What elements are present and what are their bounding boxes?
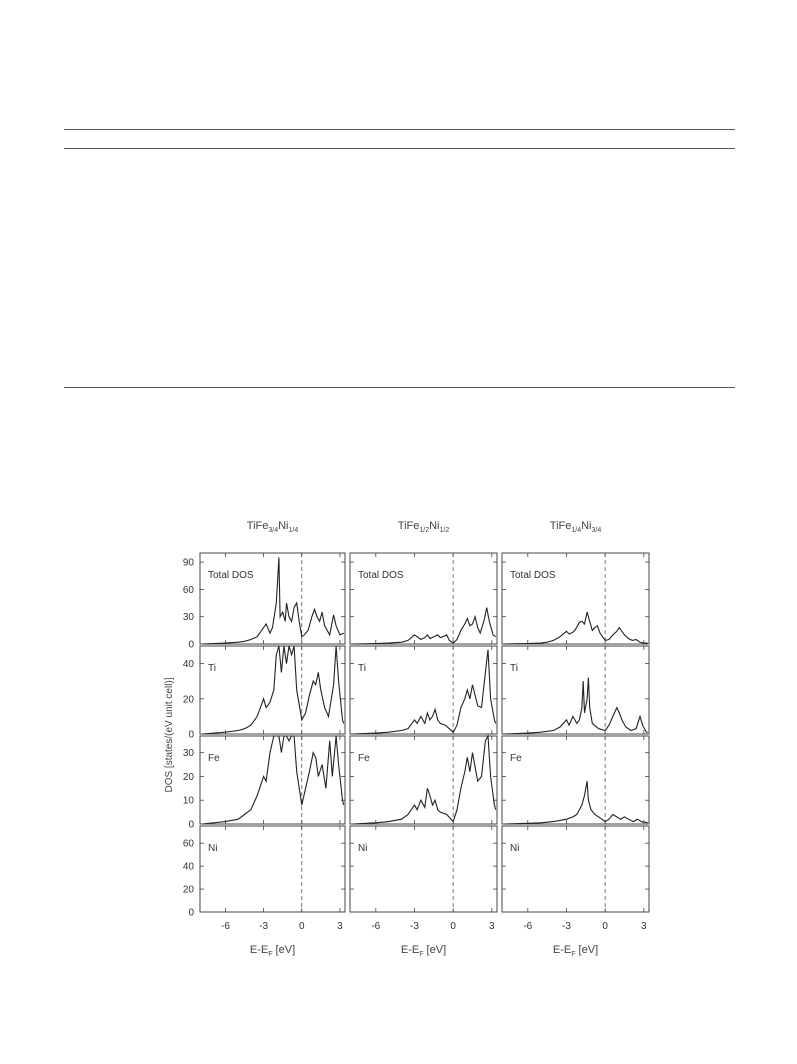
panel-label-r1-c2: Total DOS — [358, 570, 404, 581]
x-axis-label-2: E-EF [eV] — [401, 944, 446, 958]
y-tick-label: 30 — [183, 748, 195, 759]
panel-label-r4-c3: Ni — [510, 843, 519, 854]
panel-frame-r3-c3 — [501, 735, 650, 825]
dos-curve-r2-c1 — [202, 645, 345, 735]
y-tick-label: 40 — [183, 659, 195, 670]
panel-label-r4-c1: Ni — [208, 843, 217, 854]
dos-curve-r3-c3 — [504, 781, 648, 825]
y-tick-label: 0 — [188, 640, 194, 651]
x-tick-label: 0 — [299, 921, 305, 932]
panel-frame-r3-c1 — [199, 735, 346, 825]
dos-curve-r1-c3 — [504, 611, 648, 645]
panel-label-r2-c2: Ti — [358, 663, 366, 674]
x-tick-label: -3 — [410, 921, 419, 932]
x-tick-label: -3 — [562, 921, 571, 932]
panel-label-r2-c3: Ti — [510, 663, 518, 674]
top-rule-1 — [64, 129, 735, 130]
y-tick-label: 40 — [183, 862, 195, 873]
y-tick-label: 20 — [183, 885, 195, 896]
y-tick-label: 90 — [183, 558, 195, 569]
y-tick-label: 60 — [183, 839, 195, 850]
x-tick-label: -3 — [259, 921, 268, 932]
dos-curve-r1-c1 — [202, 557, 344, 645]
bottom-rule — [64, 387, 735, 388]
column-title-1: TiFe3/4Ni1/4 — [247, 520, 299, 534]
panel-label-r4-c2: Ni — [358, 843, 367, 854]
panel-label-r1-c1: Total DOS — [208, 570, 254, 581]
dos-curve-r2-c3 — [504, 677, 648, 735]
column-title-3: TiFe1/4Ni3/4 — [550, 520, 602, 534]
y-tick-label: 30 — [183, 612, 195, 623]
x-tick-label: 3 — [337, 921, 343, 932]
y-axis-label: DOS [states/(eV unit cell)] — [164, 677, 175, 792]
panel-frame-r4-c1 — [199, 825, 346, 913]
dos-curve-r1-c2 — [352, 607, 497, 645]
panel-frame-r1-c3 — [501, 552, 650, 645]
x-tick-label: 3 — [489, 921, 495, 932]
panel-frame-r4-c3 — [501, 825, 650, 913]
panel-frame-r2-c1 — [199, 645, 346, 735]
y-tick-label: 20 — [183, 694, 195, 705]
panel-frame-r4-c2 — [349, 825, 498, 913]
y-tick-label: 60 — [183, 585, 195, 596]
y-tick-label: 10 — [183, 796, 195, 807]
x-tick-label: -6 — [221, 921, 230, 932]
x-tick-label: -6 — [523, 921, 532, 932]
x-tick-label: 3 — [641, 921, 647, 932]
y-tick-label: 0 — [188, 730, 194, 741]
column-title-2: TiFe1/2Ni1/2 — [398, 520, 450, 534]
panel-label-r3-c1: Fe — [208, 753, 220, 764]
x-tick-label: 0 — [450, 921, 456, 932]
panel-label-r3-c2: Fe — [358, 753, 370, 764]
panel-label-r1-c3: Total DOS — [510, 570, 556, 581]
dos-curve-r2-c2 — [352, 649, 497, 735]
x-tick-label: 0 — [602, 921, 608, 932]
y-tick-label: 0 — [188, 908, 194, 919]
dos-curve-r3-c2 — [352, 734, 497, 825]
panel-frame-r1-c2 — [349, 552, 498, 645]
panel-label-r3-c3: Fe — [510, 753, 522, 764]
top-rule-2 — [64, 148, 735, 149]
panel-frame-r3-c2 — [349, 735, 498, 825]
panel-frame-r2-c2 — [349, 645, 498, 735]
x-tick-label: -6 — [371, 921, 380, 932]
x-axis-label-1: E-EF [eV] — [250, 944, 295, 958]
y-tick-label: 20 — [183, 772, 195, 783]
panel-frame-r1-c1 — [199, 552, 346, 645]
dos-curve-r3-c1 — [202, 735, 345, 825]
panel-frame-r2-c3 — [501, 645, 650, 735]
y-tick-label: 0 — [188, 820, 194, 831]
x-axis-label-3: E-EF [eV] — [553, 944, 598, 958]
panel-label-r2-c1: Ti — [208, 663, 216, 674]
